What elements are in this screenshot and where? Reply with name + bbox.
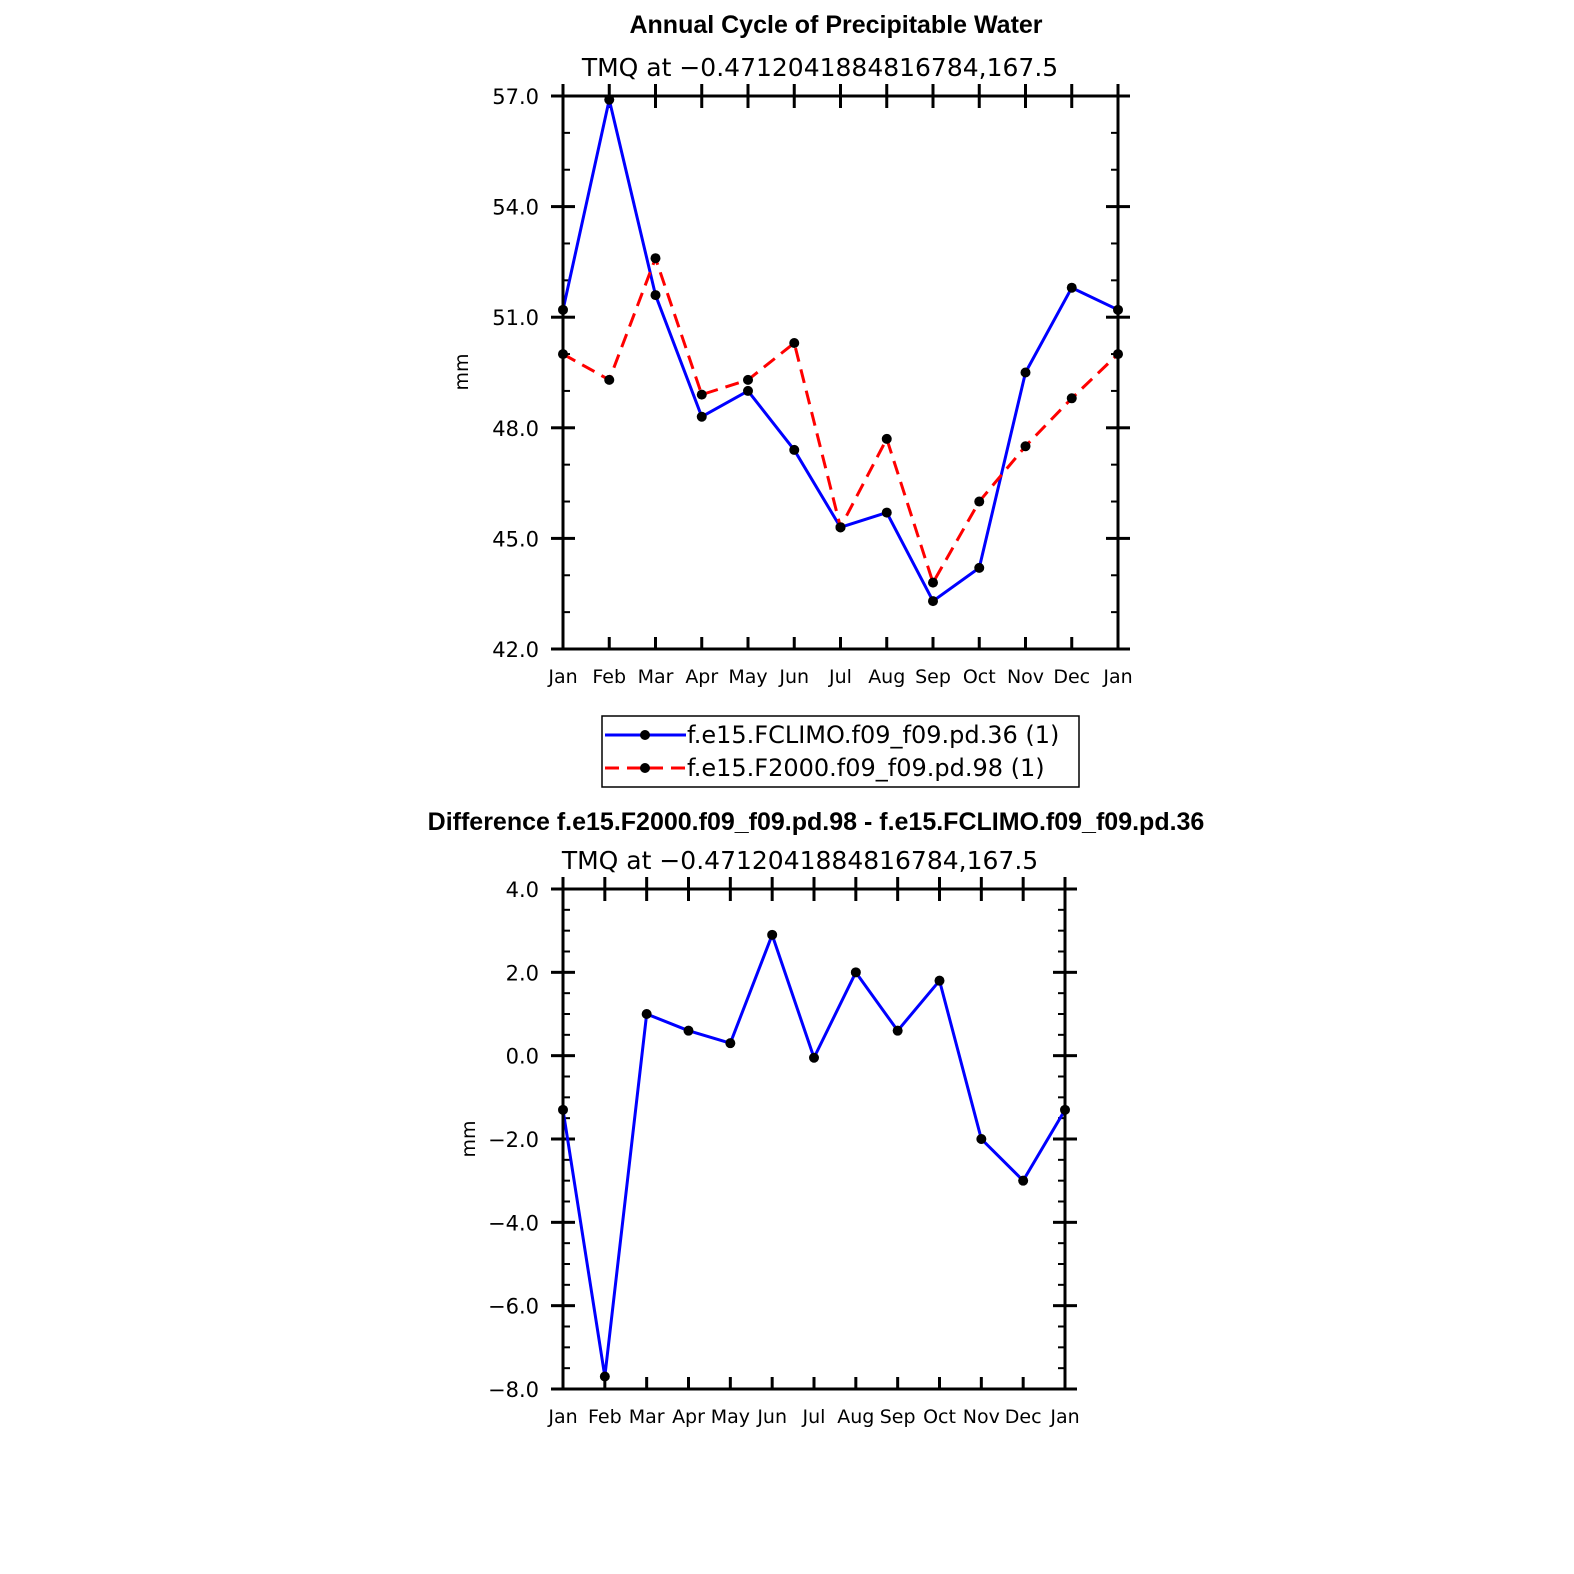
- chart-subtitle: TMQ at −0.4712041884816784,167.5: [561, 846, 1038, 875]
- y-tick-labels: −8.0 −6.0 −4.0 −2.0 0.0 2.0 4.0: [488, 878, 539, 1402]
- legend-marker: [640, 763, 650, 773]
- y-tick-label: 51.0: [492, 306, 539, 330]
- axis-ticks: [551, 84, 1130, 651]
- x-tick-label: Aug: [837, 1406, 874, 1428]
- data-point: [974, 562, 985, 573]
- y-tick-label: −4.0: [488, 1211, 539, 1235]
- data-point: [725, 1038, 736, 1049]
- x-tick-label: Jan: [1102, 666, 1132, 688]
- data-point: [809, 1052, 819, 1063]
- data-point: [696, 411, 707, 422]
- data-point: [881, 433, 892, 444]
- data-point: [892, 1025, 903, 1036]
- legend-item: f.e15.FCLIMO.f09_f09.pd.36 (1): [605, 721, 1059, 749]
- x-tick-label: Dec: [1053, 666, 1090, 688]
- data-point: [976, 1134, 987, 1144]
- y-tick-label: 4.0: [506, 878, 539, 902]
- x-tick-label: Nov: [1007, 666, 1044, 688]
- x-tick-label: Oct: [923, 1406, 956, 1428]
- axis-ticks: [551, 877, 1077, 1391]
- x-tick-label: Jan: [547, 666, 577, 688]
- y-tick-label: 57.0: [492, 85, 539, 109]
- x-tick-label: Feb: [588, 1406, 622, 1428]
- data-point: [604, 374, 615, 385]
- data-point: [850, 967, 861, 978]
- plot-frame: [561, 887, 1067, 1391]
- x-tick-label: Oct: [963, 666, 996, 688]
- data-point: [650, 290, 661, 301]
- series-lines: [561, 933, 1067, 1378]
- legend-item: f.e15.F2000.f09_f09.pd.98 (1): [605, 754, 1045, 782]
- x-tick-label: Jan: [547, 1406, 577, 1428]
- data-point: [928, 577, 938, 588]
- x-tick-label: Dec: [1005, 1406, 1042, 1428]
- difference-chart: Difference f.e15.F2000.f09_f09.pd.98 - f…: [428, 808, 1205, 1428]
- data-point: [599, 1371, 610, 1382]
- x-tick-label: Mar: [638, 666, 674, 688]
- y-axis-label: mm: [451, 353, 473, 390]
- data-point: [1020, 367, 1031, 378]
- x-tick-label: Nov: [963, 1406, 1000, 1428]
- data-point: [767, 929, 778, 940]
- legend-box: [601, 715, 1080, 788]
- annual-cycle-chart: Annual Cycle of Precipitable Water TMQ a…: [451, 11, 1133, 788]
- x-tick-labels: Jan Feb Mar Apr May Jun Jul Aug Sep Oct Nov Dec Jan: [547, 1406, 1079, 1428]
- data-point: [789, 338, 800, 349]
- x-tick-label: Sep: [915, 666, 951, 688]
- x-tick-label: Apr: [685, 666, 718, 688]
- data-point: [835, 522, 846, 533]
- legend-label: f.e15.F2000.f09_f09.pd.98 (1): [687, 754, 1045, 782]
- y-tick-label: 0.0: [506, 1045, 539, 1069]
- series-markers: [558, 929, 1070, 1382]
- x-tick-label: Feb: [592, 666, 626, 688]
- legend-label: f.e15.FCLIMO.f09_f09.pd.36 (1): [687, 721, 1059, 749]
- legend-marker: [640, 730, 650, 740]
- y-tick-labels: 42.0 45.0 48.0 51.0 54.0 57.0: [492, 85, 539, 662]
- chart-title: Difference f.e15.F2000.f09_f09.pd.98 - f…: [428, 808, 1205, 836]
- x-tick-labels: Jan Feb Mar Apr May Jun Jul Aug Sep Oct Nov Dec Jan: [547, 666, 1132, 688]
- x-tick-label: May: [728, 666, 767, 688]
- x-tick-label: May: [711, 1406, 750, 1428]
- data-point: [1066, 282, 1077, 293]
- chart-title: Annual Cycle of Precipitable Water: [629, 11, 1042, 39]
- data-point: [1018, 1175, 1029, 1186]
- plot-frame: [561, 94, 1120, 651]
- chart-subtitle: TMQ at −0.4712041884816784,167.5: [581, 53, 1058, 82]
- x-tick-label: Jun: [756, 1406, 787, 1428]
- y-tick-label: −6.0: [488, 1295, 539, 1319]
- data-point: [641, 1009, 652, 1019]
- y-tick-label: −2.0: [488, 1128, 539, 1152]
- data-point: [743, 374, 753, 385]
- legend: f.e15.FCLIMO.f09_f09.pd.36 (1) f.e15.F20…: [601, 715, 1080, 788]
- data-point: [974, 496, 985, 507]
- x-tick-label: Jul: [802, 1406, 826, 1428]
- data-point: [881, 507, 892, 518]
- x-tick-label: Sep: [880, 1406, 916, 1428]
- y-tick-label: 42.0: [492, 638, 539, 662]
- data-point: [1020, 441, 1031, 452]
- x-tick-label: Jan: [1049, 1406, 1079, 1428]
- x-tick-label: Jun: [778, 666, 809, 688]
- data-point: [696, 389, 707, 400]
- y-tick-label: 45.0: [492, 527, 539, 551]
- y-tick-label: −8.0: [488, 1378, 539, 1402]
- x-tick-label: Aug: [868, 666, 905, 688]
- data-point: [650, 253, 661, 264]
- x-tick-label: Jul: [828, 666, 852, 688]
- y-tick-label: 48.0: [492, 417, 539, 441]
- series-line: [561, 933, 1067, 1378]
- x-tick-label: Mar: [629, 1406, 665, 1428]
- y-tick-label: 2.0: [506, 961, 539, 985]
- data-point: [683, 1025, 694, 1036]
- data-point: [743, 385, 753, 396]
- data-point: [928, 596, 938, 607]
- series-line: [562, 256, 1120, 585]
- data-point: [1066, 393, 1077, 404]
- data-point: [789, 444, 800, 455]
- x-tick-label: Apr: [672, 1406, 705, 1428]
- y-tick-label: 54.0: [492, 196, 539, 220]
- y-axis-label: mm: [458, 1120, 480, 1157]
- data-point: [934, 975, 945, 986]
